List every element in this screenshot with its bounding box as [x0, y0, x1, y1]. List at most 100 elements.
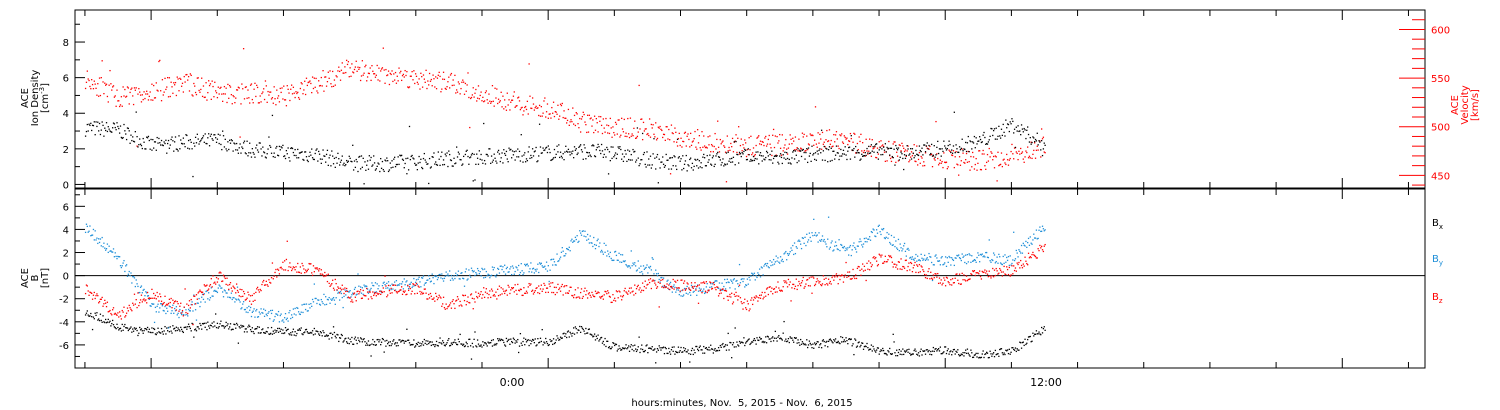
- bx-series-point: [181, 330, 184, 333]
- velocity-series-point: [732, 151, 735, 153]
- velocity-series-point: [311, 76, 314, 78]
- velocity-series-point: [756, 137, 758, 139]
- velocity-series-point: [161, 79, 164, 81]
- bx-series-point: [523, 337, 525, 339]
- by-series-point: [870, 230, 873, 233]
- by-series-point: [676, 289, 678, 291]
- by-series-point: [410, 281, 412, 284]
- bx-series-point: [797, 339, 799, 341]
- by-series-point: [306, 310, 308, 312]
- by-series-point: [828, 248, 831, 250]
- bz-series-point: [201, 291, 204, 293]
- velocity-series-point: [606, 124, 608, 126]
- density-series-point: [155, 149, 157, 151]
- bx-series-point: [617, 348, 619, 350]
- bz-series-point: [325, 275, 327, 277]
- bz-series-point: [285, 258, 288, 261]
- velocity-series-point: [369, 67, 371, 69]
- bx-series-point: [373, 341, 376, 343]
- velocity-series-point: [596, 122, 598, 124]
- density-series-point: [210, 133, 212, 135]
- density-series-point: [963, 148, 965, 150]
- velocity-series-point: [625, 132, 627, 134]
- by-series-point: [98, 238, 100, 240]
- velocity-series-point: [156, 89, 158, 91]
- velocity-series-point: [751, 153, 753, 156]
- velocity-series-point: [423, 78, 425, 80]
- velocity-series-point: [475, 88, 477, 91]
- by-series-point: [206, 290, 208, 292]
- density-series-point: [677, 157, 680, 159]
- velocity-series-point: [193, 82, 195, 85]
- by-series-point: [683, 294, 685, 296]
- bx-series-point: [910, 353, 913, 356]
- velocity-series-point: [427, 80, 429, 82]
- bz-series-point: [386, 296, 388, 298]
- by-series-point: [635, 270, 638, 272]
- density-series-point: [725, 152, 728, 154]
- bx-series-point: [903, 353, 905, 356]
- velocity-series-point: [891, 156, 893, 159]
- velocity-series-point: [266, 101, 268, 103]
- bx-series-point: [796, 342, 798, 344]
- bx-series-point: [933, 350, 935, 353]
- density-series-point: [85, 130, 88, 133]
- by-series-point: [863, 237, 866, 240]
- by-series-point: [340, 292, 343, 295]
- velocity-series-point: [788, 143, 790, 145]
- velocity-series-point: [1034, 157, 1037, 159]
- bx-series-point: [266, 331, 268, 333]
- velocity-series-point: [401, 75, 404, 77]
- bx-series-point: [918, 355, 921, 357]
- by-series-point: [472, 271, 474, 273]
- density-series-point: [863, 155, 866, 157]
- velocity-series-point: [164, 77, 166, 80]
- density-series-point: [136, 135, 138, 138]
- density-series-point: [270, 146, 272, 148]
- bx-series-point: [436, 344, 439, 347]
- by-series-point: [562, 250, 564, 252]
- density-series-point: [633, 151, 635, 153]
- by-series-point: [730, 279, 732, 281]
- velocity-series-point: [170, 81, 172, 83]
- bx-series-point: [235, 327, 237, 329]
- bz-series-point: [366, 291, 369, 293]
- bx-series-point: [772, 336, 774, 338]
- bx-series-point: [787, 337, 790, 340]
- velocity-series-point: [681, 146, 683, 148]
- bz-series-point: [410, 293, 412, 295]
- density-series-point: [130, 134, 132, 136]
- density-series-point: [105, 122, 108, 124]
- by-series-point: [751, 272, 753, 274]
- bz-series-point: [385, 285, 387, 287]
- velocity-series-point: [603, 127, 605, 129]
- bz-series-point: [181, 309, 184, 312]
- velocity-series-point: [762, 141, 764, 143]
- velocity-series-point: [804, 150, 806, 152]
- by-series-point: [957, 255, 959, 257]
- by-series-point: [297, 307, 299, 309]
- density-series-point: [962, 150, 964, 152]
- velocity-series-point: [502, 95, 504, 97]
- by-series-point: [437, 276, 439, 279]
- bz-series-point: [336, 289, 338, 291]
- velocity-series-point: [902, 145, 904, 147]
- density-series-point: [134, 131, 136, 133]
- bz-series-point: [160, 300, 163, 302]
- density-series-point: [312, 158, 315, 161]
- by-series-point: [153, 303, 155, 305]
- by-series-point: [484, 276, 487, 279]
- density-series-point: [450, 159, 453, 162]
- velocity-series-point: [437, 74, 439, 76]
- bz-series-point: [355, 300, 357, 302]
- density-series-point: [435, 163, 438, 166]
- velocity-series-point: [162, 94, 164, 96]
- by-series-point: [303, 303, 305, 306]
- density-series-point: [859, 159, 861, 161]
- bx-series-point: [1009, 353, 1011, 355]
- by-series-point: [173, 307, 176, 310]
- bx-series-point: [247, 326, 249, 328]
- velocity-series-point: [896, 155, 899, 157]
- velocity-series-point: [176, 76, 178, 78]
- by-series-point: [689, 294, 692, 296]
